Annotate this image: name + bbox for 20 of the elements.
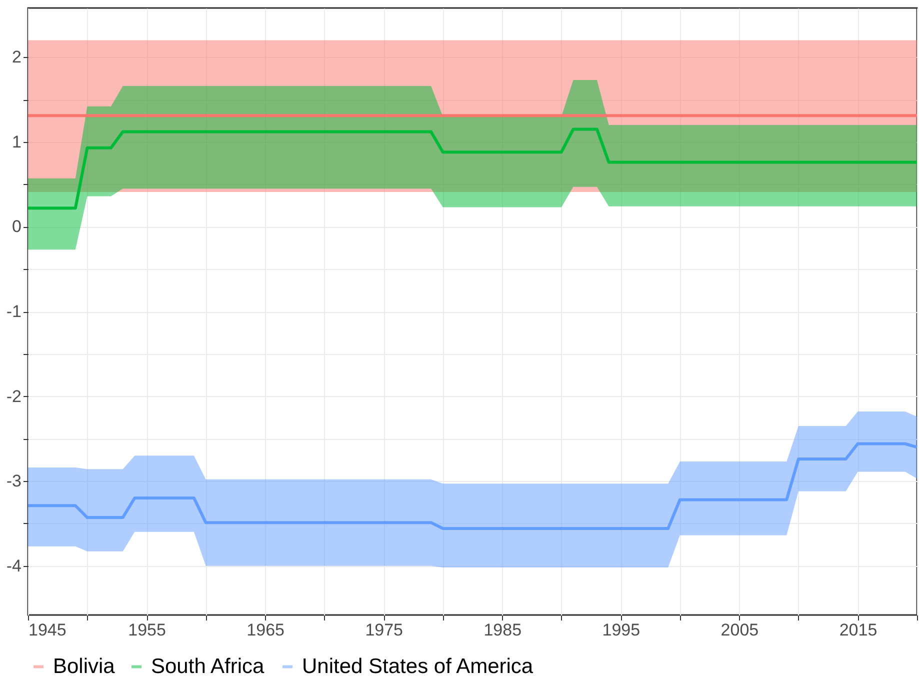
legend-label: Bolivia xyxy=(53,654,116,678)
y-tick-label: -1 xyxy=(6,302,22,321)
y-tick-label: 2 xyxy=(12,48,22,67)
x-tick-label: 1995 xyxy=(602,620,640,640)
y-tick-label: -4 xyxy=(6,556,22,576)
y-tick-label: 1 xyxy=(12,132,22,152)
x-tick-label: 2005 xyxy=(720,620,759,640)
legend-label: United States of America xyxy=(302,654,534,678)
x-tick-label: 1955 xyxy=(128,620,166,640)
line-series xyxy=(26,442,918,530)
x-tick-label: 1975 xyxy=(365,620,404,640)
x-tick-label: 1985 xyxy=(484,620,522,640)
y-tick-label: 0 xyxy=(12,217,22,236)
x-tick-label: 1945 xyxy=(28,620,66,640)
y-tick-label: -2 xyxy=(6,386,22,406)
y-tick-label: -3 xyxy=(6,472,22,491)
line-series xyxy=(26,128,918,210)
x-tick-label: 1965 xyxy=(246,620,284,640)
x-tick-label: 2015 xyxy=(839,620,878,640)
legend-label: South Africa xyxy=(151,654,265,678)
